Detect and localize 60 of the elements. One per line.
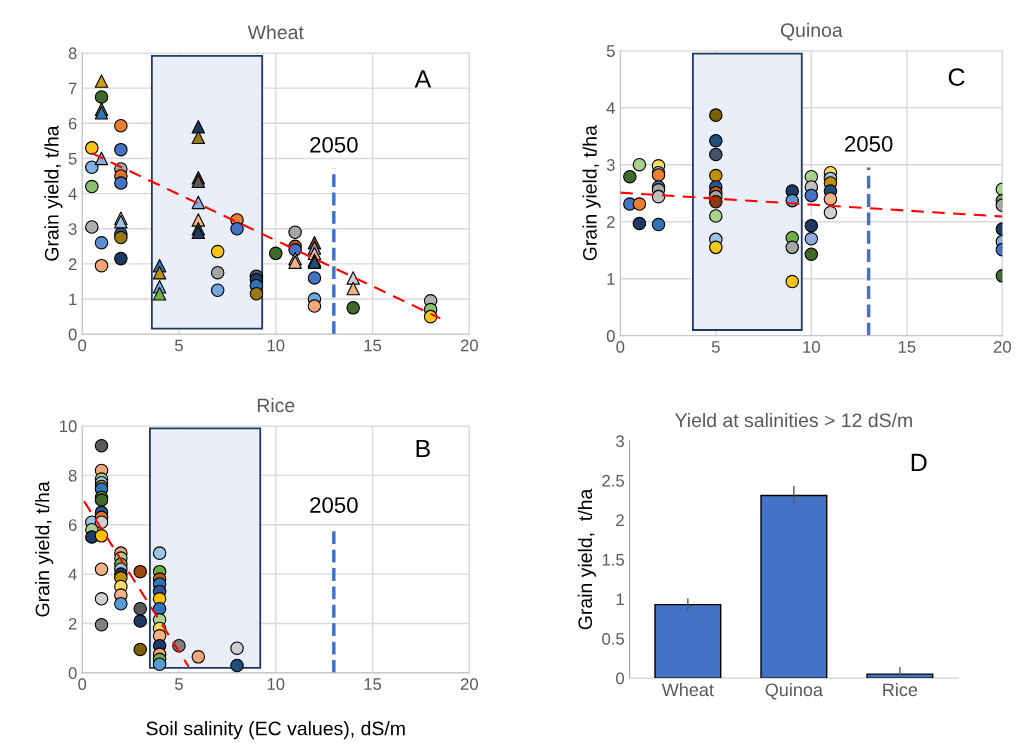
y-tick-label: 0.5: [602, 632, 624, 645]
annotation: D: [911, 453, 927, 472]
annotation: C: [948, 68, 965, 86]
y-tick-label: 3: [606, 159, 615, 171]
x-tick-label: 10: [803, 341, 820, 353]
x-tick-label: 0: [78, 339, 87, 352]
y-tick-label: 4: [68, 568, 77, 581]
y-tick-label: 6: [68, 117, 77, 130]
y-tick-label: 1: [616, 593, 624, 606]
x-tick-label: Wheat: [661, 682, 714, 697]
y-tick-label: 2: [68, 617, 77, 630]
x-tick-label: 15: [364, 678, 382, 690]
x-tick-label: 5: [711, 341, 720, 353]
y-tick-label: 6: [68, 519, 77, 531]
x-tick-label: 0: [78, 678, 87, 690]
y-tick-label: 2: [607, 216, 615, 228]
y-axis-title: Grain yield, t/ha: [44, 125, 63, 261]
annotation: A: [414, 70, 432, 88]
x-tick-label: 10: [267, 678, 285, 690]
y-tick-label: 4: [68, 188, 77, 200]
y-tick-label: 5: [606, 45, 615, 57]
y-tick-label: 10: [60, 420, 77, 433]
annotation: 2050: [310, 497, 358, 513]
chart-title: Yield at salinities > 12 dS/m: [674, 412, 912, 428]
y-tick-label: 2: [616, 514, 624, 526]
y-axis-title: Grain yield, t/ha: [577, 488, 596, 630]
y-tick-label: 8: [68, 47, 77, 60]
x-tick-label: 20: [460, 678, 478, 690]
y-tick-label: 5: [68, 153, 77, 165]
x-tick-label: Quinoa: [765, 682, 823, 700]
annotation: B: [416, 439, 430, 458]
y-tick-label: 1.5: [602, 554, 624, 566]
chart-title: Wheat: [247, 24, 304, 40]
annotation: 2050: [310, 136, 358, 153]
chart-title: Rice: [257, 397, 295, 413]
y-axis-title: Grain yield, t/ha: [582, 125, 601, 261]
x-tick-label: 5: [174, 678, 183, 690]
x-tick-label: 5: [174, 339, 183, 352]
x-axis-title: Soil salinity (EC values), dS/m: [146, 721, 405, 740]
y-tick-label: 0: [68, 667, 77, 680]
y-axis-title: Grain yield, t/ha: [35, 481, 54, 617]
y-tick-label: 7: [68, 82, 77, 95]
y-tick-label: 2.5: [602, 474, 624, 487]
x-tick-label: 10: [267, 339, 285, 352]
y-tick-label: 1: [69, 293, 77, 306]
y-tick-label: 4: [606, 102, 615, 114]
chart-title: Quinoa: [780, 22, 843, 41]
x-tick-label: 15: [364, 339, 382, 352]
y-tick-label: 0: [606, 330, 615, 342]
x-tick-label: 20: [460, 339, 478, 352]
x-tick-label: 20: [993, 341, 1011, 353]
y-tick-label: 2: [68, 258, 77, 270]
y-tick-label: 3: [616, 435, 624, 448]
x-tick-label: 15: [898, 341, 916, 353]
y-tick-label: 8: [68, 469, 77, 482]
annotation: 2050: [845, 136, 893, 152]
x-tick-label: Rice: [883, 682, 918, 697]
y-tick-label: 1: [607, 273, 615, 285]
y-tick-label: 3: [68, 223, 77, 235]
y-tick-label: 0: [68, 328, 77, 341]
